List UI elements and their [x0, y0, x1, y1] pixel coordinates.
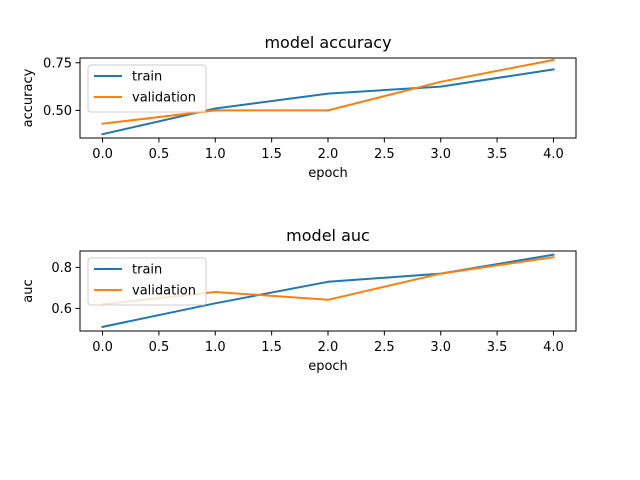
legend-label-train: train — [132, 70, 162, 85]
x-tick-label: 3.5 — [487, 340, 508, 355]
x-tick-label: 0.5 — [149, 340, 170, 355]
x-tick-label: 1.5 — [261, 147, 282, 162]
x-axis-title: epoch — [308, 359, 348, 374]
x-tick-label: 3.5 — [487, 147, 508, 162]
y-tick-label: 0.8 — [51, 261, 72, 276]
x-tick-label: 0.0 — [92, 340, 113, 355]
x-tick-label: 4.0 — [543, 147, 564, 162]
chart-title: model auc — [286, 226, 370, 245]
series-line-train — [101, 68, 555, 136]
legend: train validation — [87, 64, 207, 113]
legend-label-validation: validation — [132, 284, 196, 299]
legend-label-validation: validation — [132, 91, 196, 106]
legend: train validation — [87, 257, 207, 306]
y-tick-label: 0.75 — [43, 56, 72, 71]
legend-label-train: train — [132, 263, 162, 278]
x-tick-label: 2.0 — [318, 147, 339, 162]
y-axis-title: auc — [21, 279, 36, 302]
x-tick-label: 3.0 — [430, 147, 451, 162]
x-tick-label: 4.0 — [543, 340, 564, 355]
y-axis-title: accuracy — [21, 68, 36, 127]
series-line-validation — [101, 58, 555, 125]
y-tick-label: 0.6 — [51, 302, 72, 317]
x-tick-label: 3.0 — [430, 340, 451, 355]
y-tick-label: 0.50 — [43, 104, 72, 119]
x-tick-label: 2.5 — [374, 147, 395, 162]
chart-title: model accuracy — [264, 33, 391, 52]
x-tick-label: 1.5 — [261, 340, 282, 355]
x-axis-title: epoch — [308, 166, 348, 181]
x-tick-label: 1.0 — [205, 147, 226, 162]
auc-chart: 0.0 0.5 1.0 1.5 2.0 2.5 3.0 3.5 4.0 0.6 0.8 model a… — [21, 226, 577, 374]
x-tick-label: 2.5 — [374, 340, 395, 355]
accuracy-chart: 0.0 0.5 1.0 1.5 2.0 2.5 3.0 3.5 4.0 0.50 0.75 model… — [21, 33, 577, 181]
x-tick-label: 0.0 — [92, 147, 113, 162]
x-tick-label: 1.0 — [205, 340, 226, 355]
x-tick-label: 0.5 — [149, 147, 170, 162]
x-tick-label: 2.0 — [318, 340, 339, 355]
